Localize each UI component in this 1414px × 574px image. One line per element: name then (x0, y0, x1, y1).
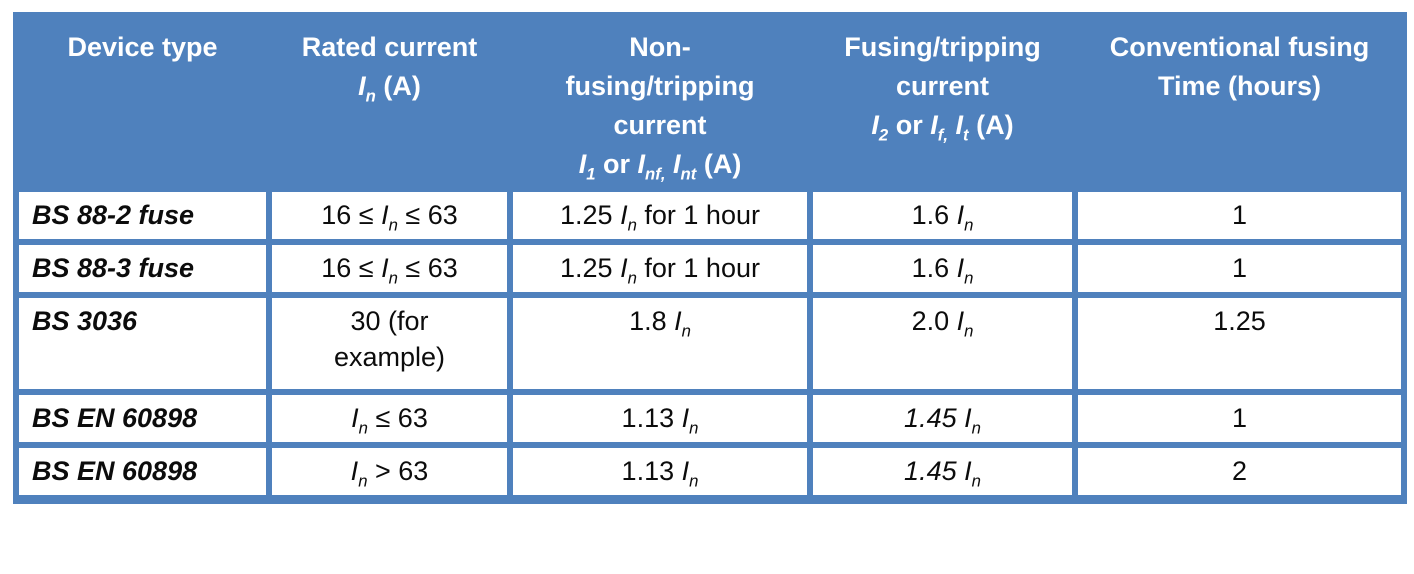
col-header-fusing-tripping-current: Fusing/tripping current I2 or If, It (A) (807, 12, 1078, 192)
table-container: Device type Rated current In (A) Non-fusi… (13, 12, 1407, 504)
cell-fusing-current: 1.6 In (807, 186, 1078, 245)
cell-device-type: BS EN 60898 (13, 442, 272, 503)
cell-fusing-current: 1.6 In (807, 239, 1078, 298)
cell-rated-current: In ≤ 63 (266, 389, 513, 448)
cell-rated-current: 16 ≤ In ≤ 63 (266, 186, 513, 245)
table-row: BS EN 60898 In > 63 1.13 In 1.45 In 2 (13, 442, 1407, 503)
table-row: BS EN 60898 In ≤ 63 1.13 In 1.45 In 1 (13, 389, 1407, 448)
cell-non-fusing-current: 1.25 In for 1 hour (507, 239, 813, 298)
cell-non-fusing-current: 1.13 In (507, 442, 813, 503)
cell-fusing-current: 1.45 In (807, 442, 1078, 503)
cell-non-fusing-current: 1.13 In (507, 389, 813, 448)
cell-fusing-time: 2 (1072, 442, 1407, 503)
cell-device-type: BS 3036 (13, 292, 272, 395)
col-header-conventional-fusing-time: Conventional fusing Time (hours) (1072, 12, 1407, 192)
table-row: BS 88-2 fuse 16 ≤ In ≤ 63 1.25 In for 1 … (13, 186, 1407, 245)
col-header-device-type: Device type (13, 12, 272, 192)
table-row: BS 88-3 fuse 16 ≤ In ≤ 63 1.25 In for 1 … (13, 239, 1407, 298)
cell-rated-current: 30 (for example) (266, 292, 513, 395)
cell-non-fusing-current: 1.25 In for 1 hour (507, 186, 813, 245)
col-header-non-fusing-tripping-current: Non-fusing/tripping current I1 or Inf, Int… (507, 12, 813, 192)
cell-non-fusing-current: 1.8 In (507, 292, 813, 395)
cell-fusing-time: 1 (1072, 186, 1407, 245)
cell-fusing-time: 1.25 (1072, 292, 1407, 395)
cell-device-type: BS 88-2 fuse (13, 186, 272, 245)
cell-rated-current: 16 ≤ In ≤ 63 (266, 239, 513, 298)
cell-fusing-time: 1 (1072, 389, 1407, 448)
cell-fusing-current: 1.45 In (807, 389, 1078, 448)
cell-fusing-time: 1 (1072, 239, 1407, 298)
cell-rated-current: In > 63 (266, 442, 513, 503)
col-header-rated-current: Rated current In (A) (266, 12, 513, 192)
cell-device-type: BS 88-3 fuse (13, 239, 272, 298)
fuse-characteristics-table: Device type Rated current In (A) Non-fusi… (13, 12, 1407, 504)
cell-device-type: BS EN 60898 (13, 389, 272, 448)
table-row: BS 3036 30 (for example) 1.8 In 2.0 In 1.… (13, 292, 1407, 395)
header-row: Device type Rated current In (A) Non-fusi… (13, 12, 1407, 192)
cell-fusing-current: 2.0 In (807, 292, 1078, 395)
